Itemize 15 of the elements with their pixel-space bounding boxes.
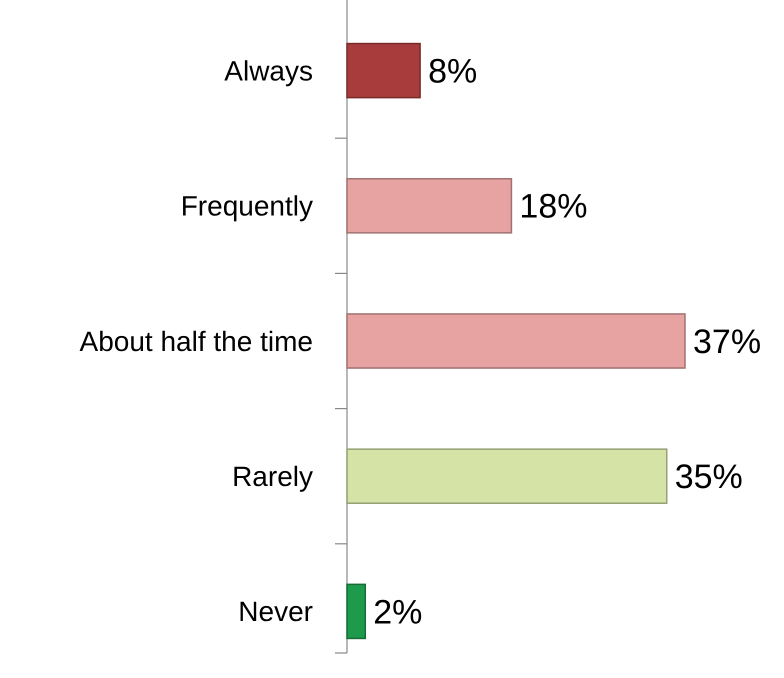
data-label: 37% (693, 322, 762, 361)
data-label: 8% (428, 52, 478, 90)
bar (346, 42, 421, 98)
y-tick-label: Always (224, 55, 313, 86)
bar (346, 584, 366, 640)
data-label: 18% (519, 188, 588, 226)
bar (346, 448, 668, 504)
data-label: 35% (674, 458, 743, 496)
y-tick-label: Never (238, 596, 313, 628)
bar (346, 313, 686, 369)
y-tick-label: Rarely (232, 461, 313, 492)
data-label: 2% (373, 593, 422, 632)
y-tick-label: About half the time (80, 326, 313, 357)
bar (346, 178, 512, 234)
y-tick-label: Frequently (180, 190, 313, 222)
